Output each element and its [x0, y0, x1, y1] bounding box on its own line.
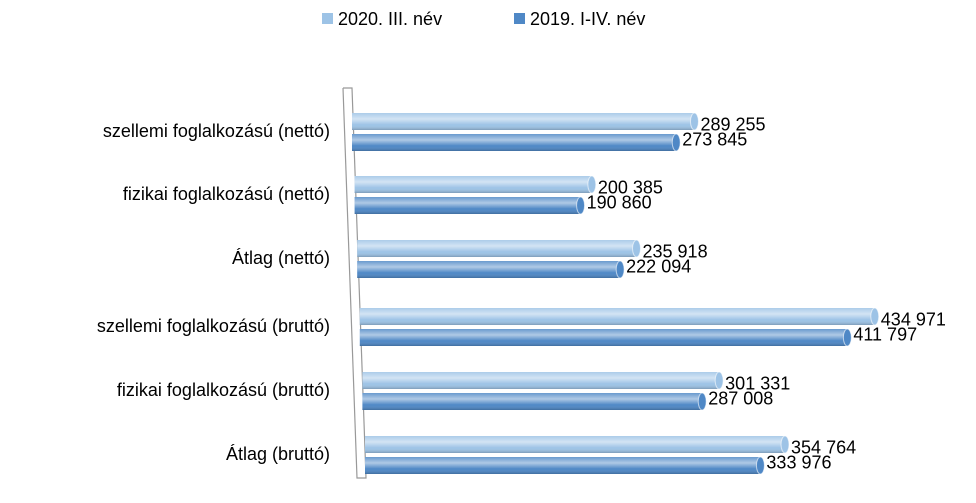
legend-label: 2020. III. név	[338, 9, 442, 29]
value-label: 289 255	[700, 114, 765, 134]
legend-label: 2019. I-IV. név	[530, 9, 645, 29]
bar	[365, 456, 765, 475]
bar	[354, 196, 586, 215]
bar	[365, 435, 790, 454]
value-label: 287 008	[708, 388, 773, 408]
category-label: Átlag (bruttó)	[226, 444, 330, 464]
bar	[362, 392, 707, 411]
bar	[357, 239, 642, 258]
category-label: Átlag (nettó)	[232, 248, 330, 268]
bar	[354, 175, 597, 194]
plot-wall	[342, 87, 367, 479]
category-label: szellemi foglalkozású (bruttó)	[97, 316, 330, 336]
category-label: szellemi foglalkozású (nettó)	[103, 121, 330, 141]
bar	[352, 133, 681, 152]
category-label: fizikai foglalkozású (nettó)	[123, 184, 330, 204]
value-label: 434 971	[881, 309, 946, 329]
bar	[359, 328, 852, 347]
bar	[357, 260, 625, 279]
value-label: 333 976	[766, 452, 831, 472]
value-label: 190 860	[587, 192, 652, 212]
legend-swatch	[322, 13, 333, 24]
bar	[359, 307, 880, 326]
value-label: 354 764	[791, 437, 856, 457]
value-label: 200 385	[598, 177, 663, 197]
bar	[352, 112, 699, 131]
value-label: 301 331	[725, 373, 790, 393]
value-label: 222 094	[626, 256, 691, 276]
value-label: 235 918	[643, 241, 708, 261]
value-label: 273 845	[682, 129, 747, 149]
legend-swatch	[514, 13, 525, 24]
category-label: fizikai foglalkozású (bruttó)	[117, 380, 330, 400]
bar	[362, 371, 724, 390]
value-label: 411 797	[853, 324, 917, 344]
